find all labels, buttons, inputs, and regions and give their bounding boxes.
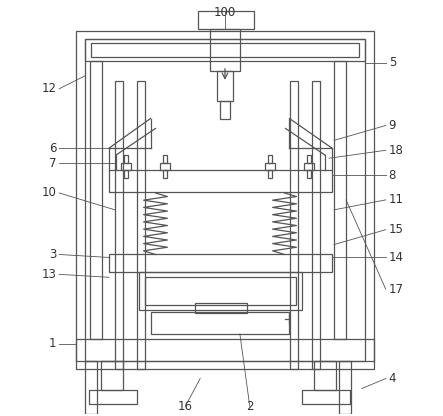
Bar [109,255,332,272]
Bar [90,61,102,339]
Bar [217,71,233,101]
Bar [139,272,303,310]
Bar [144,277,296,305]
Text: 17: 17 [389,283,404,296]
Bar [160,163,171,170]
Text: 5: 5 [389,57,396,69]
Bar [85,39,365,361]
Bar [339,361,351,414]
Text: 16: 16 [178,400,193,413]
Text: 14: 14 [389,251,404,264]
Bar [115,81,123,369]
Bar [109,170,332,192]
Bar [307,155,311,163]
Bar [124,170,128,178]
Bar [85,39,365,61]
Bar [151,312,289,334]
Text: 8: 8 [389,168,396,181]
Bar [163,155,167,163]
Bar [76,31,374,369]
Bar [76,339,374,361]
Text: 6: 6 [49,142,56,155]
Bar [304,163,314,170]
Text: 11: 11 [389,193,404,206]
Bar [195,303,247,313]
Bar [312,81,320,369]
Bar [268,155,272,163]
Text: 2: 2 [246,400,253,413]
Bar [220,101,230,119]
Text: 12: 12 [41,82,56,95]
Bar [91,43,359,57]
Bar [124,155,128,163]
Bar [307,170,311,178]
Bar [198,11,254,29]
Bar [85,361,97,414]
Bar [163,170,167,178]
Bar [101,361,123,391]
Bar [136,81,144,369]
Text: 100: 100 [214,6,236,20]
Text: 15: 15 [389,223,404,236]
Bar [264,163,275,170]
Bar [268,170,272,178]
Bar [303,391,350,404]
Text: 18: 18 [389,144,404,157]
Text: 13: 13 [41,268,56,281]
Text: 3: 3 [49,248,56,261]
Text: 9: 9 [389,119,396,132]
Text: 1: 1 [49,337,56,350]
Text: 4: 4 [389,372,396,385]
Bar [291,81,299,369]
Bar [210,29,240,71]
Bar [334,61,346,339]
Bar [314,361,336,391]
Text: 10: 10 [41,186,56,199]
Bar [121,163,131,170]
Text: 7: 7 [49,157,56,170]
Bar [89,391,136,404]
